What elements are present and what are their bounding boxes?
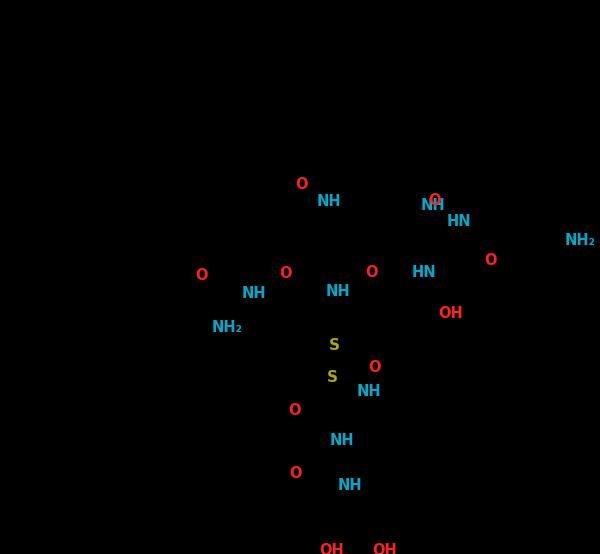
Text: O: O — [196, 268, 208, 283]
Text: NH: NH — [421, 198, 445, 213]
Text: O: O — [288, 403, 301, 418]
Text: H: H — [317, 455, 327, 469]
Text: O: O — [428, 193, 440, 208]
Text: O: O — [279, 266, 292, 281]
Text: NH₂: NH₂ — [212, 320, 243, 335]
Text: O: O — [485, 253, 497, 268]
Text: S: S — [327, 371, 338, 386]
Text: H: H — [411, 279, 422, 292]
Text: HN: HN — [447, 214, 472, 229]
Text: H: H — [328, 511, 338, 524]
Text: NH: NH — [329, 433, 354, 449]
Text: O: O — [365, 264, 378, 280]
Text: O: O — [289, 466, 301, 481]
Text: OH: OH — [319, 543, 344, 554]
Text: OH: OH — [439, 306, 463, 321]
Text: NH: NH — [242, 285, 266, 300]
Text: HN: HN — [412, 265, 436, 280]
Text: NH: NH — [337, 478, 362, 494]
Text: NH: NH — [316, 194, 341, 209]
Text: S: S — [329, 338, 340, 353]
Text: NH: NH — [326, 284, 350, 299]
Text: NH: NH — [356, 384, 381, 399]
Text: OH: OH — [373, 543, 397, 554]
Text: NH₂: NH₂ — [565, 233, 596, 248]
Text: O: O — [368, 360, 380, 375]
Text: O: O — [296, 177, 308, 192]
Text: H: H — [362, 491, 373, 504]
